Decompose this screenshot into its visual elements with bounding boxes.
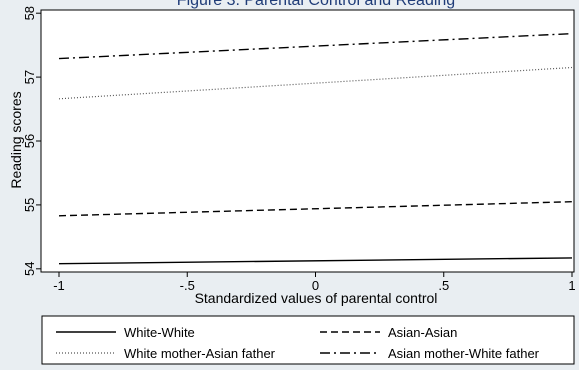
x-tick-label: -.5 [180,278,195,293]
x-tick-label: -1 [53,278,65,293]
series-line-asian-mother-white-father [58,32,573,60]
legend-label-white-mother-asian-father: White mother-Asian father [124,346,276,361]
x-tick-label: .5 [438,278,449,293]
chart-title: Figure 3. Parental Control and Reading [177,0,455,9]
legend-label-asian-mother-white-father: Asian mother-White father [388,346,540,361]
y-tick-label: 56 [22,134,37,148]
y-tick-label: 54 [22,262,37,276]
legend-label-asian-asian: Asian-Asian [388,325,457,340]
legend-label-white-white: White-White [124,325,195,340]
x-tick-label: 0 [312,278,319,293]
legend: White-White Asian-Asian White mother-Asian… [41,315,575,365]
y-axis-label: Reading scores [8,91,24,188]
y-tick-label: 57 [22,70,37,84]
legend-box [41,315,575,365]
series-line-asian-asian [58,201,573,217]
x-axis-label: Standardized values of parental control [195,290,438,306]
axis-layer: -1 -.5 0 .5 1 54 55 56 57 58 [22,6,576,293]
plot-area [40,9,575,273]
series-line-white-white [58,257,573,265]
y-tick-label: 58 [22,6,37,20]
series-layer [58,32,573,265]
y-tick-label: 55 [22,198,37,212]
x-tick-label: 1 [568,278,575,293]
